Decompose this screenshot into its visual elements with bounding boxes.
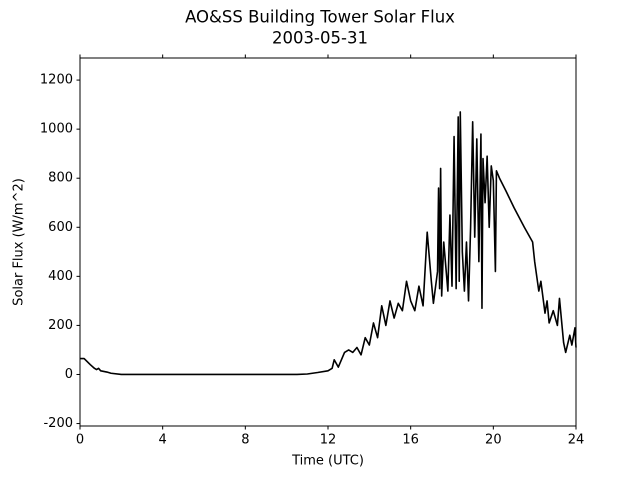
x-tick-label: 4 [159, 433, 167, 448]
data-line [80, 111, 577, 376]
x-tick-label: 16 [402, 433, 419, 448]
x-axis-label: Time (UTC) [291, 454, 364, 469]
y-tick-label: 200 [48, 318, 73, 333]
y-tick-label: -200 [43, 416, 73, 431]
y-tick-label: 0 [65, 367, 73, 382]
y-tick-label: 400 [48, 269, 73, 284]
y-tick-label: 800 [48, 171, 73, 186]
x-tick-label: 8 [241, 433, 249, 448]
chart-title: AO&SS Building Tower Solar Flux [185, 8, 455, 27]
x-tick-label: 12 [320, 433, 337, 448]
y-tick-label: 600 [48, 220, 73, 235]
x-tick-label: 24 [568, 433, 585, 448]
y-axis-label: Solar Flux (W/m^2) [12, 178, 27, 306]
y-tick-label: 1000 [40, 122, 73, 137]
chart-subtitle: 2003-05-31 [272, 29, 368, 48]
x-tick-label: 20 [485, 433, 502, 448]
y-tick-label: 1200 [40, 73, 73, 88]
x-tick-label: 0 [76, 433, 84, 448]
